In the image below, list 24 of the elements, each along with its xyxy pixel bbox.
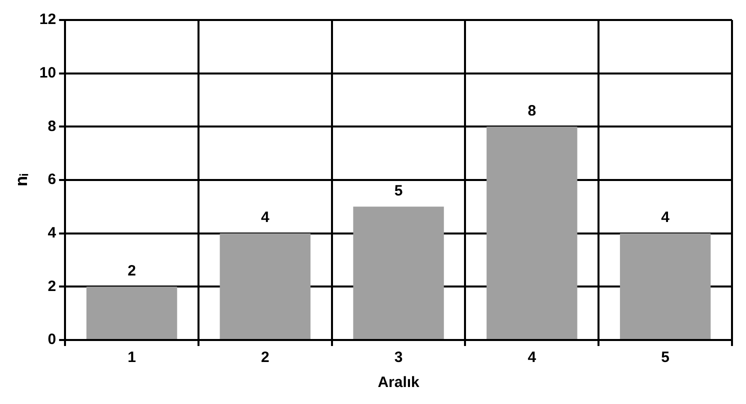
y-tick-label: 8 — [48, 118, 56, 135]
data-label: 5 — [394, 182, 403, 200]
y-tick-label: 6 — [48, 171, 56, 188]
bar — [220, 233, 311, 339]
x-tick-label: 3 — [394, 349, 403, 366]
x-axis-title: Aralık — [378, 374, 420, 392]
y-tick-label: 10 — [39, 64, 56, 82]
y-tick-label: 12 — [39, 11, 56, 28]
bar — [486, 126, 578, 339]
data-label: 8 — [528, 102, 536, 120]
data-label: 2 — [128, 262, 136, 280]
x-tick-label: 5 — [661, 349, 670, 366]
bar — [353, 206, 444, 339]
y-tick-label: 0 — [48, 331, 56, 348]
bar — [620, 233, 711, 339]
x-tick-label: 4 — [528, 349, 537, 366]
y-tick-label: 2 — [48, 278, 56, 295]
x-tick-label: 1 — [128, 349, 136, 366]
bar — [86, 286, 178, 339]
y-axis-title: nᵢ — [12, 174, 31, 186]
data-label: 4 — [661, 208, 670, 226]
y-tick-label: 4 — [48, 224, 57, 242]
x-tick-label: 2 — [260, 349, 270, 366]
data-label: 4 — [260, 208, 270, 226]
